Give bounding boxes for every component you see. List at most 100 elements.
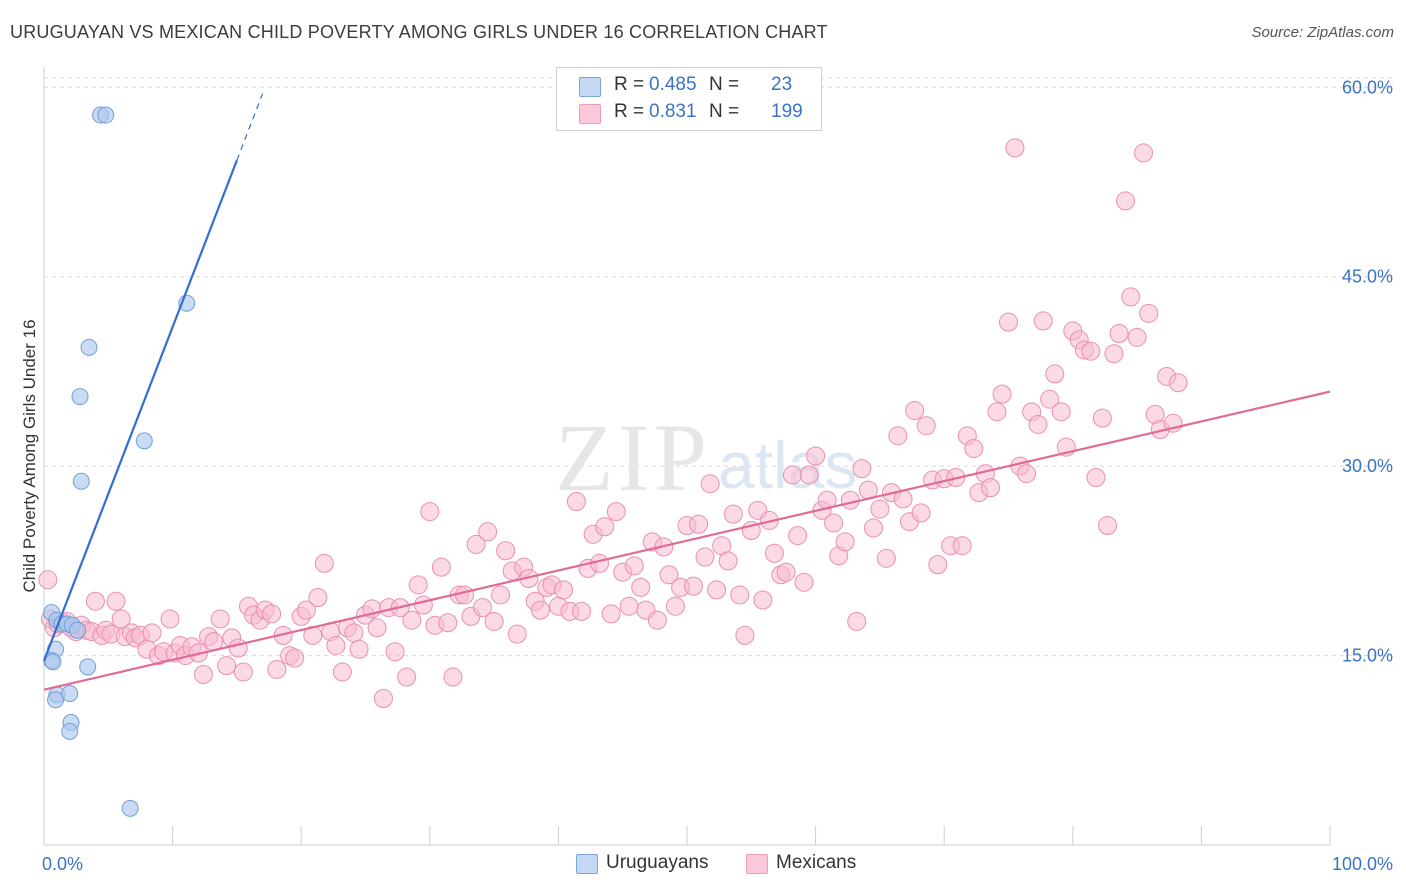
uruguayan-point <box>71 388 89 406</box>
mexican-point <box>408 575 428 595</box>
source-label: Source: ZipAtlas.com <box>1251 24 1394 41</box>
uruguayan-point <box>135 432 153 450</box>
uruguayan-point <box>61 684 79 702</box>
legend-r-label: R = <box>614 74 645 95</box>
legend-label-mexicans: Mexicans <box>776 852 857 873</box>
mexican-point <box>999 312 1018 332</box>
mexican-point <box>1121 287 1141 307</box>
mexican-point <box>1127 327 1147 347</box>
mexican-point <box>835 532 855 552</box>
mexican-point <box>385 642 405 662</box>
mexican-point <box>420 502 440 522</box>
mexican-point <box>160 609 180 629</box>
mexican-point <box>870 499 890 519</box>
mexican-point <box>507 624 527 644</box>
mexican-point <box>735 625 755 645</box>
mexican-point <box>707 580 727 600</box>
mexican-point <box>142 623 162 643</box>
legend-r-value: 0.831 <box>649 101 697 122</box>
uruguayan-point <box>61 722 79 740</box>
mexican-point <box>718 551 738 571</box>
uruguayans-trend-line <box>42 159 238 662</box>
mexican-point <box>606 502 626 522</box>
mexican-point <box>1092 408 1112 428</box>
mexican-point <box>1033 311 1053 331</box>
mexican-point <box>1116 191 1136 211</box>
mexican-point <box>572 601 592 621</box>
mexican-point <box>964 438 984 458</box>
mexican-point <box>413 595 433 615</box>
mexicans-points <box>38 138 1188 709</box>
uruguayans-trend-extension <box>236 93 264 161</box>
mexican-point <box>647 610 667 630</box>
uruguayan-point <box>72 472 90 490</box>
mexican-point <box>566 491 586 511</box>
y-tick-label: 45.0% <box>1342 267 1393 287</box>
mexican-point <box>106 591 126 611</box>
mexican-point <box>1139 303 1159 323</box>
mexican-point <box>262 604 282 624</box>
chart-title: URUGUAYAN VS MEXICAN CHILD POVERTY AMONG… <box>10 22 828 42</box>
legend-n-label: N = <box>709 101 740 122</box>
mexican-point <box>852 459 872 479</box>
mexican-point <box>285 648 305 668</box>
y-tick-label: 15.0% <box>1342 646 1393 666</box>
mexican-point <box>730 585 750 605</box>
mexican-point <box>1017 464 1037 484</box>
legend-n-label: N = <box>709 74 740 95</box>
mexican-point <box>210 609 230 629</box>
mexican-point <box>876 548 896 568</box>
mexican-point <box>478 522 498 542</box>
mexican-point <box>700 474 720 494</box>
mexican-point <box>397 667 417 687</box>
mexican-point <box>665 596 685 616</box>
series-legend: Uruguayans Mexicans <box>0 852 1406 878</box>
uruguayans-swatch <box>579 77 601 97</box>
mexican-point <box>1104 344 1124 364</box>
mexican-point <box>530 600 550 620</box>
mexican-point <box>1086 467 1106 487</box>
mexican-point <box>980 478 1000 498</box>
mexican-point <box>847 611 867 631</box>
uruguayan-point <box>68 621 86 639</box>
mexican-point <box>916 416 936 436</box>
mexican-point <box>695 547 715 567</box>
mexican-point <box>799 465 819 485</box>
mexican-point <box>824 513 844 533</box>
mexican-point <box>438 613 458 633</box>
uruguayan-point <box>47 691 65 709</box>
mexican-point <box>659 565 679 585</box>
mexican-point <box>1040 389 1060 409</box>
watermark-atlas: atlas <box>718 428 857 502</box>
mexican-point <box>1045 364 1065 384</box>
uruguayans-points <box>43 106 196 817</box>
legend-r-label: R = <box>614 101 645 122</box>
mexican-point <box>863 518 883 538</box>
x-tick-label: 0.0% <box>42 854 83 874</box>
mexican-point <box>402 610 422 630</box>
mexican-point <box>344 623 364 643</box>
mexican-point <box>624 556 644 576</box>
mexican-point <box>683 576 703 596</box>
mexican-point <box>455 585 475 605</box>
mexican-point <box>1134 143 1154 163</box>
mexican-point <box>85 591 105 611</box>
mexican-point <box>1168 373 1188 393</box>
mexican-point <box>217 656 237 676</box>
mexican-point <box>228 638 248 658</box>
y-tick-label: 60.0% <box>1342 77 1393 97</box>
uruguayan-point <box>44 653 62 671</box>
legend-n-value: 199 <box>771 101 803 122</box>
mexican-point <box>905 401 925 421</box>
correlation-legend: R = 0.485 N = 23 R = 0.831 N = 199 <box>556 67 822 131</box>
mexicans-swatch <box>746 854 768 874</box>
watermark: ZIP atlas <box>555 404 857 511</box>
mexican-point <box>484 611 504 631</box>
trend-lines <box>42 93 1331 691</box>
mexican-point <box>349 639 369 659</box>
mexican-point <box>595 517 615 537</box>
mexican-point <box>689 514 709 534</box>
mexican-point <box>788 526 808 546</box>
mexican-point <box>992 384 1012 404</box>
